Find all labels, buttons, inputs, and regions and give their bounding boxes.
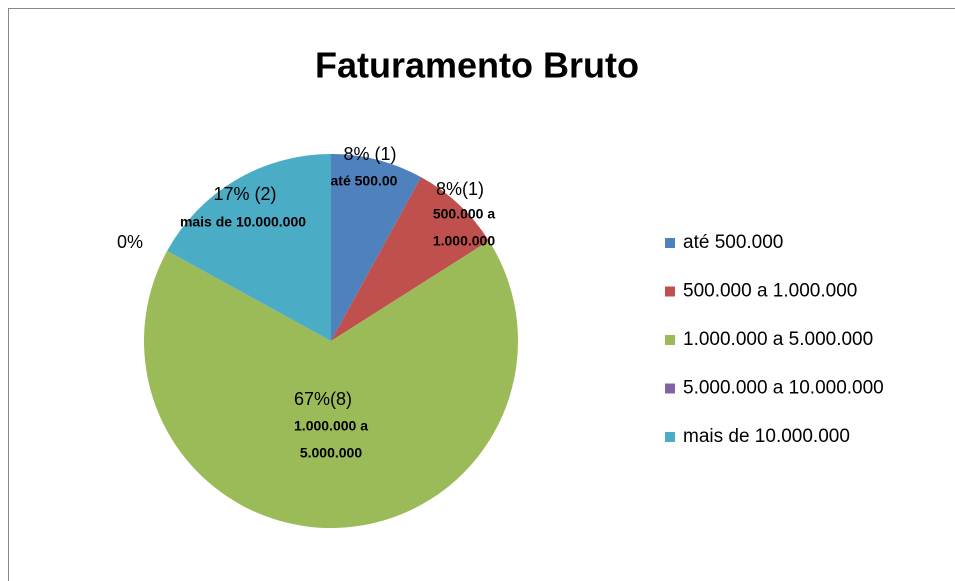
- legend-label: 5.000.000 a 10.000.000: [683, 378, 884, 399]
- slice-name: 500.000 a: [433, 206, 495, 222]
- pie-slice: [331, 177, 489, 341]
- data-label: 67%(8): [294, 389, 352, 409]
- legend-swatch: [665, 238, 675, 248]
- slice-name: mais de 10.000.000: [180, 214, 306, 230]
- slice-name: 1.000.000 a: [294, 418, 368, 434]
- data-label: 17% (2): [213, 184, 276, 204]
- legend-label: até 500.000: [683, 232, 783, 253]
- legend-swatch: [665, 383, 675, 394]
- pie-slice: [167, 154, 331, 341]
- legend-label: 1.000.000 a 5.000.000: [683, 329, 873, 350]
- pie-slice: [331, 154, 422, 341]
- legend-label: 500.000 a 1.000.000: [683, 281, 857, 302]
- legend-swatch: [665, 335, 675, 345]
- chart-title: Faturamento Bruto: [315, 45, 639, 86]
- slice-name: 1.000.000: [433, 233, 495, 249]
- data-label: 8% (1): [343, 144, 396, 164]
- slice-name: 5.000.000: [300, 445, 362, 461]
- legend-swatch: [665, 286, 675, 297]
- legend-label: mais de 10.000.000: [683, 426, 850, 447]
- slice-name: até 500.00: [331, 173, 398, 189]
- pie-slice: [144, 240, 519, 529]
- legend-swatch: [665, 432, 675, 442]
- data-label: 8%(1): [436, 179, 484, 199]
- data-label: 0%: [117, 232, 143, 252]
